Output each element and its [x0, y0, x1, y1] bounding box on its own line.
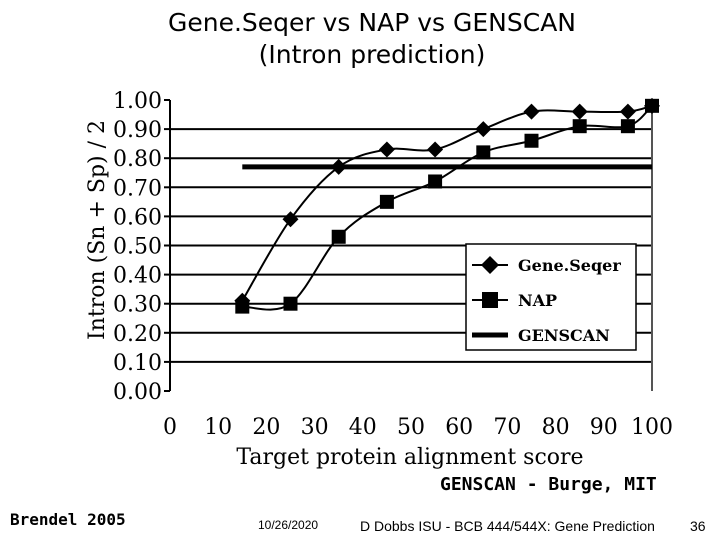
- gene-seqer-point: [282, 211, 299, 228]
- y-tick-label: 0.10: [113, 351, 162, 376]
- chart-subtitle: (Intron prediction): [258, 40, 486, 69]
- x-tick-label: 70: [493, 415, 521, 440]
- nap-point: [620, 119, 635, 134]
- page-number: 36: [690, 518, 706, 534]
- gene-seqer-point: [378, 141, 395, 158]
- gene-seqer-line: [241, 104, 653, 302]
- gene-seqer-point: [619, 103, 636, 120]
- legend-label-gene-seqer: Gene.Seqer: [518, 256, 621, 275]
- legend-label-genscan: GENSCAN: [518, 326, 610, 345]
- nap-point: [476, 145, 491, 160]
- legend-marker-gene-seqer: [481, 256, 499, 274]
- y-tick-label: 0.30: [113, 293, 162, 318]
- nap-point: [572, 119, 587, 134]
- x-tick-label: 10: [204, 415, 232, 440]
- y-tick-label: 0.40: [113, 264, 162, 289]
- y-tick-label: 0.60: [113, 205, 162, 230]
- x-tick-label: 50: [397, 415, 425, 440]
- nap-point: [524, 133, 539, 148]
- y-tick-label: 0.20: [113, 322, 162, 347]
- axes: [164, 99, 653, 392]
- x-tick-label: 80: [542, 415, 570, 440]
- x-tick-label: 0: [163, 415, 177, 440]
- chart-title: Gene.Seqer vs NAP vs GENSCAN: [167, 8, 576, 37]
- gene-seqer-point: [427, 141, 444, 158]
- legend-marker-nap: [482, 292, 498, 308]
- y-tick-label: 0.70: [113, 176, 162, 201]
- gene-seqer-point: [571, 103, 588, 120]
- y-tick-labels: 1.00 0.90 0.80 0.70 0.60 0.50 0.40 0.30 0.20 0.10…: [113, 89, 162, 405]
- gene-seqer-point: [523, 103, 540, 120]
- nap-point: [283, 296, 298, 311]
- nap-line: [242, 105, 653, 311]
- y-tick-label: 0.50: [113, 235, 162, 260]
- nap-point: [428, 174, 443, 189]
- y-tick-label: 1.00: [113, 89, 162, 114]
- legend-label-nap: NAP: [518, 291, 557, 310]
- series-group: [234, 97, 660, 314]
- x-tick-labels: 0 10 20 30 40 50 60 70 80 90 100: [163, 415, 673, 440]
- x-tick-label: 60: [445, 415, 473, 440]
- legend: Gene.Seqer NAP GENSCAN: [465, 243, 637, 351]
- nap-point: [379, 194, 394, 209]
- y-tick-label: 0.80: [113, 147, 162, 172]
- x-tick-label: 30: [301, 415, 329, 440]
- x-tick-label: 40: [349, 415, 377, 440]
- nap-point: [235, 299, 250, 314]
- nap-point: [645, 98, 659, 113]
- footer-course: D Dobbs ISU - BCB 444/544X: Gene Predict…: [360, 518, 655, 534]
- x-axis-label: Target protein alignment score: [236, 445, 583, 470]
- y-tick-label: 0.00: [113, 380, 162, 405]
- y-axis-label: Intron (Sn + Sp) / 2: [85, 120, 110, 340]
- nap-point: [331, 229, 346, 244]
- gene-seqer-point: [475, 121, 492, 138]
- x-tick-label: 20: [252, 415, 280, 440]
- brendel-credit: Brendel 2005: [10, 510, 126, 529]
- y-tick-label: 0.90: [113, 118, 162, 143]
- x-tick-label: 100: [631, 415, 673, 440]
- footer-date: 10/26/2020: [258, 518, 319, 532]
- genscan-credit: GENSCAN - Burge, MIT: [440, 474, 657, 495]
- x-tick-label: 90: [590, 415, 618, 440]
